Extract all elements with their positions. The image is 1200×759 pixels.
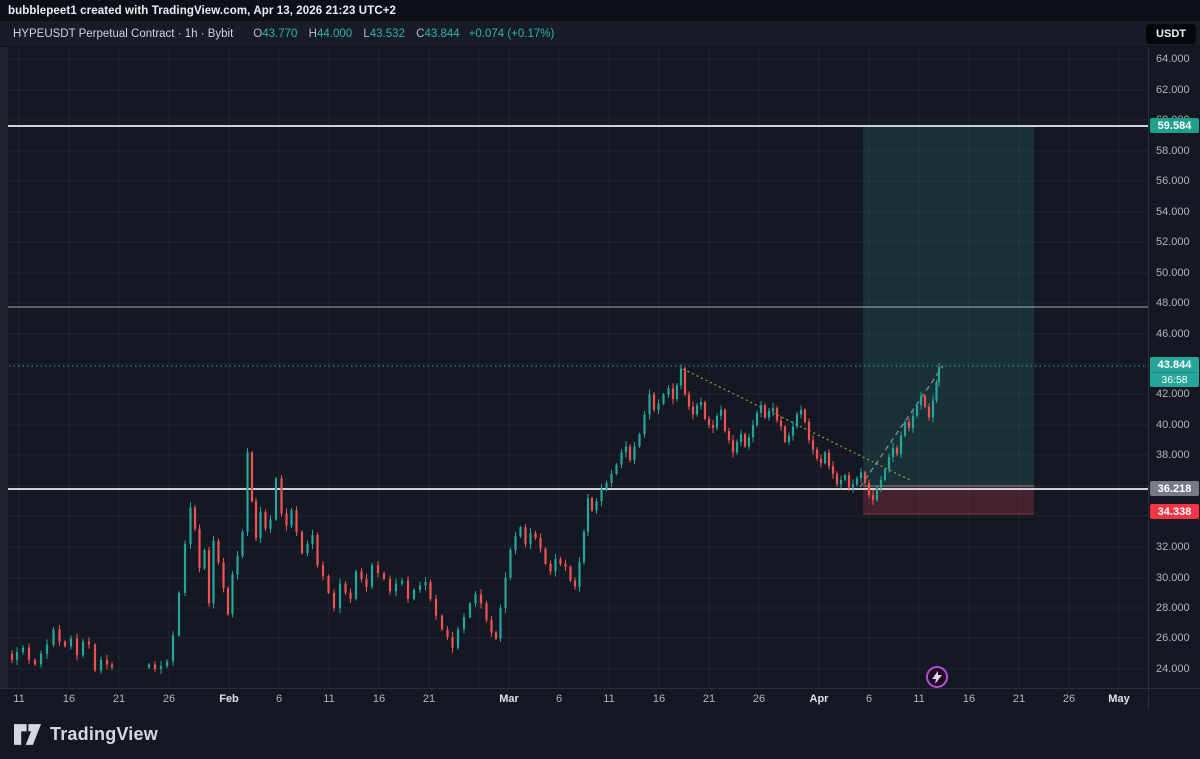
close-label: C: [416, 27, 425, 40]
ascending-dashed-trendline[interactable]: [859, 365, 944, 488]
time-axis-label: 21: [112, 693, 126, 705]
long-position-profit-box[interactable]: [863, 126, 1034, 486]
currency-toggle-button[interactable]: USDT: [1146, 24, 1196, 44]
footer-bar: TradingView: [0, 710, 1200, 759]
price-axis-label: 26.000: [1156, 632, 1190, 644]
tradingview-logo-icon: [14, 724, 41, 745]
symbol-title[interactable]: HYPEUSDT Perpetual Contract · 1h · Bybit: [13, 27, 234, 40]
low-value: 43.532: [369, 27, 405, 40]
high-value: 44.000: [316, 27, 353, 40]
ohlc-legend: O43.770 H44.000 L43.532 C43.844: [245, 28, 459, 40]
open-label: O: [253, 27, 263, 40]
price-axis-label: 52.000: [1156, 236, 1190, 248]
price-axis[interactable]: 64.00062.00060.00058.00056.00054.00052.0…: [1148, 21, 1200, 710]
time-axis-label: 16: [62, 693, 76, 705]
time-axis-label: 11: [603, 693, 615, 705]
price-axis-label: 24.000: [1156, 663, 1190, 675]
price-badge-green: 43.844 36:58: [1150, 357, 1199, 387]
time-axis-label: Feb: [219, 693, 239, 705]
attribution-text: bubblepeet1 created with TradingView.com…: [8, 4, 397, 17]
price-badge-gray: 36.218: [1150, 481, 1199, 496]
price-axis-label: 30.000: [1156, 572, 1190, 584]
candles-layer: [10, 362, 941, 675]
grid-layer: [8, 47, 1148, 688]
time-axis-label: 26: [752, 693, 766, 705]
legend-bar: HYPEUSDT Perpetual Contract · 1h · Bybit…: [0, 21, 1200, 47]
price-badge-red: 34.338: [1150, 504, 1199, 519]
time-axis-label: 21: [702, 693, 716, 705]
time-axis-label: Apr: [809, 693, 829, 705]
change-value: +0.074 (+0.17%): [468, 27, 555, 40]
price-badge-teal: 59.584: [1150, 118, 1199, 133]
time-axis-label: 11: [913, 693, 925, 705]
tradingview-logo[interactable]: TradingView: [14, 723, 158, 746]
time-axis[interactable]: 11 16 21 26 Feb 6 11 16 21 Mar 6 11 16 21 26 Apr 6 11 16 21…: [0, 688, 1148, 710]
time-axis-label: 26: [1062, 693, 1076, 705]
chart-pane[interactable]: [0, 0, 1148, 688]
time-axis-label: 26: [162, 693, 176, 705]
high-label: H: [308, 27, 317, 40]
price-axis-label: 64.000: [1156, 53, 1190, 65]
pane-left-edge: [0, 21, 8, 688]
long-position-loss-box[interactable]: [863, 486, 1034, 514]
price-axis-label: 62.000: [1156, 84, 1190, 96]
time-axis-label: May: [1108, 693, 1130, 705]
time-axis-label: 6: [275, 693, 283, 705]
time-axis-label: 16: [962, 693, 976, 705]
price-axis-label: 46.000: [1156, 328, 1190, 340]
countdown-timer: 36:58: [1153, 371, 1196, 386]
time-axis-label: 16: [652, 693, 666, 705]
price-axis-label: 50.000: [1156, 267, 1190, 279]
lightning-marker-icon[interactable]: [926, 666, 948, 688]
time-axis-label: 21: [422, 693, 436, 705]
time-axis-label: 16: [372, 693, 386, 705]
open-value: 43.770: [262, 27, 298, 40]
price-axis-label: 38.000: [1156, 449, 1190, 461]
low-label: L: [363, 27, 370, 40]
attribution-bar: bubblepeet1 created with TradingView.com…: [0, 0, 1200, 21]
price-axis-label: 56.000: [1156, 175, 1190, 187]
time-axis-label: 6: [555, 693, 563, 705]
price-axis-label: 42.000: [1156, 388, 1190, 400]
time-axis-label: 6: [865, 693, 873, 705]
price-axis-label: 40.000: [1156, 419, 1190, 431]
chart-canvas[interactable]: [0, 0, 1148, 688]
time-axis-label: Mar: [499, 693, 519, 705]
time-axis-label: 11: [13, 693, 25, 705]
price-axis-label: 32.000: [1156, 541, 1190, 553]
price-axis-label: 54.000: [1156, 206, 1190, 218]
price-axis-label: 48.000: [1156, 297, 1190, 309]
axis-corner: [1148, 688, 1200, 710]
tradingview-logo-text: TradingView: [50, 724, 158, 744]
close-value: 43.844: [424, 27, 460, 40]
time-axis-label: 11: [323, 693, 335, 705]
price-axis-label: 28.000: [1156, 602, 1190, 614]
price-axis-label: 58.000: [1156, 145, 1190, 157]
time-axis-label: 21: [1012, 693, 1026, 705]
